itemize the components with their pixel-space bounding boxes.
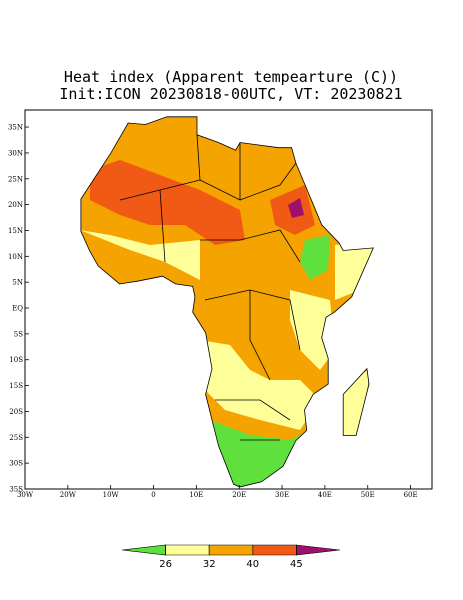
heat-area [200,340,320,430]
y-tick-label: 10N [8,253,23,261]
y-tick-label: 15N [8,227,23,235]
x-tick-label: 30W [17,491,34,499]
y-tick-label: 30S [9,460,23,468]
heat-area [288,198,304,218]
colorbar-segment [208,544,254,556]
colorbar-segment [165,544,210,556]
y-tick-label: 20S [9,408,23,416]
x-tick-label: 20W [60,491,77,499]
country-border [119,134,301,441]
x-tick-label: 10E [189,491,203,499]
y-tick-label: 35S [9,486,23,494]
subtitle: Init:ICON 20230818-00UTC, VT: 20230821 [59,85,402,103]
title: Heat index (Apparent tempearture (C)) [64,68,398,86]
x-tick-label: 60E [404,491,418,499]
colorbar-label: 45 [290,559,303,570]
map-frame [24,109,433,490]
y-tick-label: 10S [9,356,23,364]
coastline [80,116,374,488]
x-tick-label: 10W [103,491,120,499]
heat-area [290,290,335,370]
heat-area [335,240,374,300]
y-tick-label: 25S [9,434,23,442]
y-tick-label: 35N [8,124,23,132]
colorbar-label: 26 [159,559,172,570]
x-tick-label: 30E [275,491,289,499]
heat-area [80,230,200,280]
y-tick-label: 30N [8,149,23,157]
x-tick-label: 20E [232,491,246,499]
heat-area [300,235,330,280]
y-tick-label: 5S [14,330,23,338]
colorbar-label: 32 [203,559,216,570]
y-tick-label: EQ [12,305,23,313]
y-tick-label: 15S [9,382,23,390]
x-tick-label: 50E [361,491,375,499]
y-tick-label: 25N [8,175,23,183]
y-tick-label: 5N [12,279,23,287]
x-tick-label: 40E [318,491,332,499]
heat-area [90,160,245,245]
y-tick-label: 20N [8,201,23,209]
colorbar-label: 40 [246,559,259,570]
x-tick-label: 0 [151,491,155,499]
colorbar-segment [252,544,297,556]
